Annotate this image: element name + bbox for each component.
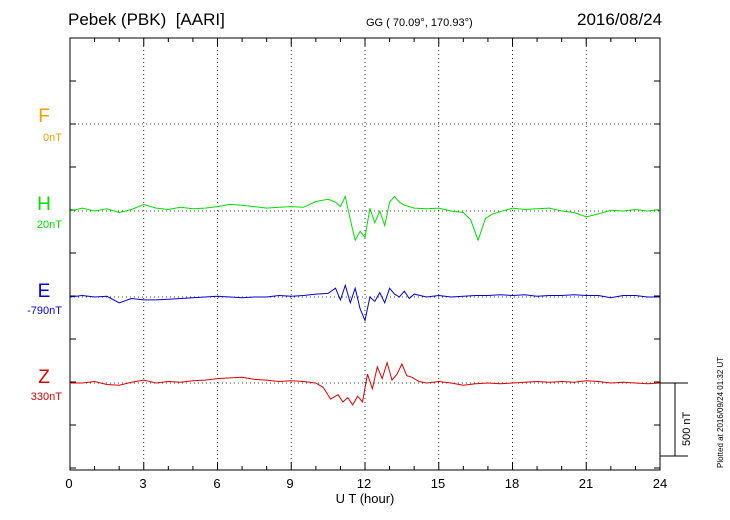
series-line-e [69, 283, 660, 323]
x-tick-label: 15 [430, 476, 446, 491]
plotted-at-note: Plotted at 2016/09/24 01:32 UT [716, 356, 725, 468]
x-tick-label: 12 [356, 476, 372, 491]
component-baseline-f: 0nT [43, 132, 62, 144]
x-tick-label: 24 [652, 476, 668, 491]
x-tick-label: 6 [213, 476, 221, 491]
series-line-z [70, 360, 661, 406]
component-label-e: E [37, 281, 51, 302]
x-tick-label: 9 [286, 476, 294, 491]
station-coordinates: GG ( 70.09°, 170.93°) [366, 17, 473, 29]
station-title: Pebek (PBK) [AARI] [68, 10, 225, 29]
x-tick-label: 0 [65, 476, 73, 491]
date-title: 2016/08/24 [577, 10, 663, 29]
x-axis-label: U T (hour) [335, 491, 395, 506]
x-tick-label: 21 [578, 476, 594, 491]
x-tick-label: 18 [504, 476, 520, 491]
component-baseline-h: 20nT [36, 219, 62, 231]
component-baseline-z: 330nT [30, 391, 62, 403]
component-label-h: H [37, 194, 51, 215]
series-line-h [69, 194, 661, 242]
component-label-f: F [38, 106, 50, 127]
x-tick-label: 3 [139, 476, 147, 491]
component-baseline-e: -790nT [27, 305, 62, 317]
scale-bar-label: 500 nT [681, 411, 693, 446]
component-label-z: Z [38, 367, 50, 388]
